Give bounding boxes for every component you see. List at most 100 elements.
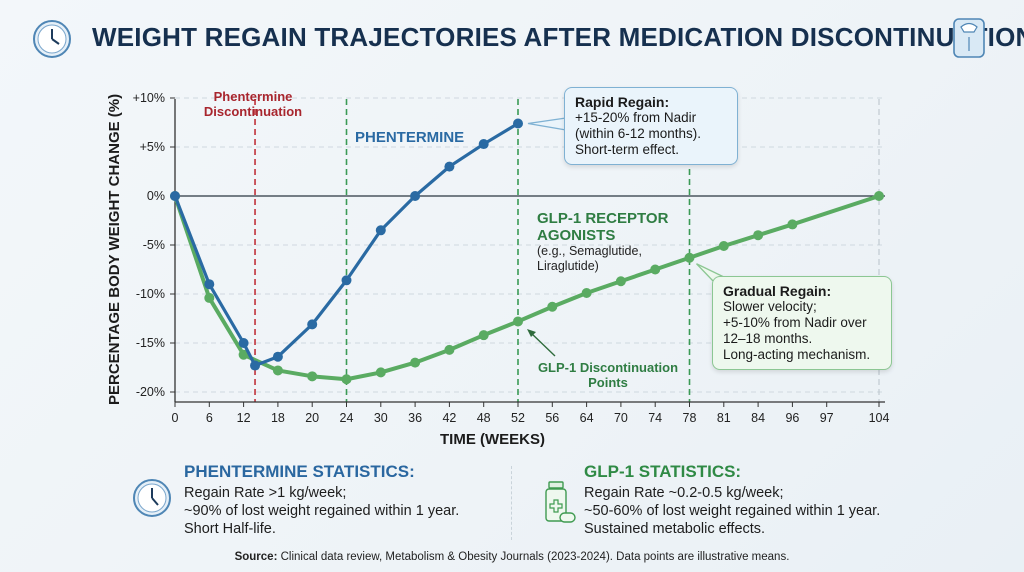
callout-line: (within 6-12 months).: [575, 126, 702, 141]
phentermine-series-label: PHENTERMINE: [355, 129, 465, 146]
y-tick-label: -5%: [143, 238, 165, 252]
phentermine-data-point: [341, 275, 352, 286]
stats-line: Regain Rate >1 kg/week;: [184, 485, 347, 501]
x-tick-label: 56: [545, 411, 559, 425]
label-line: (e.g., Semaglutide,: [537, 244, 642, 258]
callout-line: +15-20% from Nadir: [575, 110, 697, 125]
x-tick-label: 30: [374, 411, 388, 425]
phentermine-data-point: [204, 279, 215, 290]
callout-line: Long-acting mechanism.: [723, 347, 871, 362]
glp1-data-point: [615, 276, 626, 287]
x-tick-label: 96: [785, 411, 799, 425]
glp1-data-point: [753, 230, 764, 241]
phentermine-stats-text: Regain Rate >1 kg/week; ~90% of lost wei…: [184, 484, 459, 538]
clock-icon: [133, 479, 171, 517]
bathroom-scale-icon: [953, 18, 985, 58]
glp1-data-point: [874, 191, 884, 201]
glp1-data-point: [341, 374, 352, 385]
glp1-data-point: [513, 316, 523, 327]
clock-icon: [33, 20, 71, 58]
stats-line: Short Half-life.: [184, 521, 276, 537]
source-label: Source:: [234, 551, 278, 563]
stats-line: Sustained metabolic effects.: [584, 521, 766, 537]
x-tick-label: 24: [340, 411, 354, 425]
glp1-series-line: [173, 194, 881, 382]
y-tick-label: -10%: [136, 287, 165, 301]
phentermine-data-point: [410, 191, 421, 201]
x-tick-label: 52: [511, 411, 525, 425]
phentermine-data-point: [375, 225, 386, 236]
x-tick-label: 42: [442, 411, 456, 425]
gradual-regain-callout: Gradual Regain: Slower velocity; +5-10% …: [712, 276, 892, 370]
glp1-data-point: [238, 349, 249, 360]
stats-line: ~50-60% of lost weight regained within 1…: [584, 503, 881, 519]
x-tick-label: 6: [206, 411, 213, 425]
y-tick-label: -15%: [136, 336, 165, 350]
label-line: Phentermine: [213, 89, 293, 104]
x-tick-label: 78: [683, 411, 697, 425]
x-tick-label: 48: [477, 411, 491, 425]
callout-line: +5-10% from Nadir over: [723, 315, 867, 330]
medicine-bottle-icon: [545, 481, 576, 523]
glp1-data-point: [718, 240, 729, 251]
glp1-data-point: [547, 301, 558, 312]
callout-title: Gradual Regain:: [723, 283, 832, 299]
glp1-data-point: [410, 357, 421, 368]
glp1-stats-text: Regain Rate ~0.2-0.5 kg/week; ~50-60% of…: [584, 484, 880, 538]
glp1-data-point: [787, 219, 798, 230]
stats-line: Regain Rate ~0.2-0.5 kg/week;: [584, 485, 784, 501]
label-line: Points: [588, 375, 628, 390]
glp1-data-point: [375, 367, 386, 378]
x-tick-label: 84: [751, 411, 765, 425]
phentermine-series-line: [173, 121, 520, 368]
x-tick-label: 64: [580, 411, 594, 425]
y-tick-label: -20%: [136, 385, 165, 399]
x-tick-label: 20: [305, 411, 319, 425]
glp1-data-point: [684, 252, 695, 263]
label-line: AGONISTS: [537, 227, 616, 244]
phentermine-discontinuation-label: Phentermine Discontinuation: [198, 89, 308, 119]
x-tick-label: 97: [820, 411, 834, 425]
stats-divider: [511, 466, 512, 540]
phentermine-data-point: [250, 360, 261, 371]
x-tick-label: 12: [237, 411, 251, 425]
x-tick-label: 74: [648, 411, 662, 425]
glp1-discontinuation-label: GLP-1 Discontinuation Points: [528, 360, 688, 390]
label-line: GLP-1 Discontinuation: [537, 360, 679, 375]
y-tick-label: +5%: [140, 140, 165, 154]
source-text: Clinical data review, Metabolism & Obesi…: [277, 551, 790, 563]
arrow-line: [529, 331, 556, 357]
callout-pointer: [527, 117, 567, 131]
glp1-data-point: [581, 288, 592, 299]
glp1-stats-title: GLP-1 STATISTICS:: [584, 462, 742, 481]
x-tick-label: 81: [717, 411, 731, 425]
phentermine-data-point: [170, 191, 180, 201]
callout-title: Rapid Regain:: [575, 94, 670, 110]
phentermine-stats-title: PHENTERMINE STATISTICS:: [184, 462, 415, 481]
glp1-series-label: GLP-1 RECEPTOR AGONISTS (e.g., Semagluti…: [537, 210, 668, 274]
glp1-data-point: [204, 292, 215, 303]
x-tick-label: 104: [869, 411, 890, 425]
glp1-data-point: [444, 344, 455, 355]
arrow-head-icon: [527, 329, 536, 337]
phentermine-data-point: [307, 319, 318, 330]
phentermine-data-point: [272, 351, 283, 362]
phentermine-data-point: [478, 139, 489, 150]
x-tick-label: 36: [408, 411, 422, 425]
rapid-regain-callout: Rapid Regain: +15-20% from Nadir (within…: [564, 87, 738, 165]
phentermine-data-point: [513, 118, 523, 129]
phentermine-data-point: [444, 161, 455, 172]
callout-line: Short-term effect.: [575, 142, 680, 157]
x-tick-label: 18: [271, 411, 285, 425]
phentermine-data-point: [238, 338, 249, 348]
stats-line: ~90% of lost weight regained within 1 ye…: [184, 503, 460, 519]
label-line: Discontinuation: [203, 104, 303, 119]
glp1-data-point: [650, 264, 661, 275]
callout-line: Slower velocity;: [723, 299, 817, 314]
y-axis-label: PERCENTAGE BODY WEIGHT CHANGE (%): [106, 93, 123, 405]
glp1-data-point: [478, 330, 489, 341]
x-tick-label: 0: [172, 411, 179, 425]
label-line: Liraglutide): [537, 259, 599, 273]
callout-line: 12–18 months.: [723, 331, 813, 346]
